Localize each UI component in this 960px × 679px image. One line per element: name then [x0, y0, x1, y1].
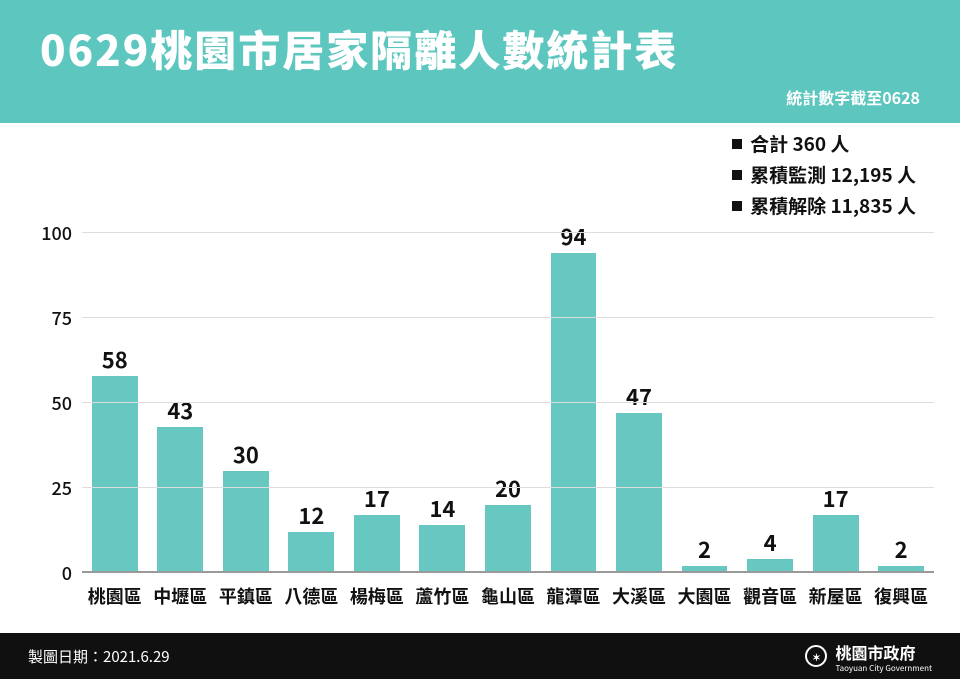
plot: 58桃園區43中壢區30平鎮區12八德區17楊梅區14蘆竹區20龜山區94龍潭區… — [82, 182, 934, 573]
grid-line — [82, 402, 934, 403]
bar-value-label: 94 — [561, 220, 587, 252]
bar-value-label: 30 — [233, 438, 259, 470]
bar-value-label: 4 — [764, 526, 777, 558]
bar-value-label: 58 — [102, 343, 128, 375]
x-category-label: 蘆竹區 — [415, 583, 469, 609]
x-category-label: 楊梅區 — [350, 583, 404, 609]
header: 0629桃園市居家隔離人數統計表 統計數字截至0628 — [0, 0, 960, 123]
bar — [419, 525, 465, 573]
x-axis-line — [82, 571, 934, 573]
bar-value-label: 43 — [167, 394, 193, 426]
x-category-label: 龍潭區 — [546, 583, 600, 609]
x-category-label: 大溪區 — [612, 583, 666, 609]
x-category-label: 桃園區 — [88, 583, 142, 609]
bar-value-label: 47 — [626, 380, 652, 412]
bar — [616, 413, 662, 573]
bar-value-label: 2 — [698, 533, 711, 565]
grid-line — [82, 232, 934, 233]
y-tick-label: 0 — [62, 560, 82, 586]
footer-date: 製圖日期：2021.6.29 — [28, 646, 170, 667]
bar-slot: 30平鎮區 — [213, 182, 279, 573]
bar — [813, 515, 859, 573]
bar-slot: 12八德區 — [279, 182, 345, 573]
y-tick-label: 25 — [51, 475, 82, 501]
bar — [485, 505, 531, 573]
bars-container: 58桃園區43中壢區30平鎮區12八德區17楊梅區14蘆竹區20龜山區94龍潭區… — [82, 182, 934, 573]
bar-slot: 17楊梅區 — [344, 182, 410, 573]
bar — [354, 515, 400, 573]
bar-slot: 94龍潭區 — [541, 182, 607, 573]
bar — [157, 427, 203, 573]
y-tick-label: 50 — [51, 390, 82, 416]
bar-value-label: 20 — [495, 472, 521, 504]
x-category-label: 大園區 — [678, 583, 732, 609]
grid-line — [82, 317, 934, 318]
x-category-label: 平鎮區 — [219, 583, 273, 609]
bar-slot: 43中壢區 — [148, 182, 214, 573]
y-tick-label: 100 — [41, 220, 82, 246]
x-category-label: 八德區 — [284, 583, 338, 609]
legend-label: 合計 360 人 — [750, 130, 849, 157]
page-title: 0629桃園市居家隔離人數統計表 — [40, 18, 920, 79]
bar — [551, 253, 597, 573]
org-name: 桃園市政府 — [835, 640, 915, 664]
org-logo: ✶ 桃園市政府 Taoyuan City Government — [805, 640, 932, 673]
x-category-label: 觀音區 — [743, 583, 797, 609]
bar-slot: 58桃園區 — [82, 182, 148, 573]
bar-value-label: 12 — [298, 499, 324, 531]
legend-item: 合計 360 人 — [732, 130, 916, 157]
org-sub: Taoyuan City Government — [835, 665, 932, 673]
bar — [288, 532, 334, 573]
bar-slot: 17新屋區 — [803, 182, 869, 573]
bar-value-label: 14 — [429, 492, 455, 524]
bar-slot: 14蘆竹區 — [410, 182, 476, 573]
x-category-label: 龜山區 — [481, 583, 535, 609]
bar-slot: 2復興區 — [868, 182, 934, 573]
bar-slot: 20龜山區 — [475, 182, 541, 573]
bar-value-label: 2 — [895, 533, 908, 565]
chart-area: 合計 360 人累積監測 12,195 人累積解除 11,835 人 58桃園區… — [26, 130, 950, 615]
bar — [92, 376, 138, 573]
x-category-label: 新屋區 — [809, 583, 863, 609]
grid-line — [82, 487, 934, 488]
legend-bullet-icon — [732, 139, 742, 149]
bar-slot: 4觀音區 — [737, 182, 803, 573]
bar-slot: 2大園區 — [672, 182, 738, 573]
y-tick-label: 75 — [51, 305, 82, 331]
footer: 製圖日期：2021.6.29 ✶ 桃園市政府 Taoyuan City Gove… — [0, 633, 960, 679]
header-subtitle: 統計數字截至0628 — [40, 85, 920, 109]
bar-slot: 47大溪區 — [606, 182, 672, 573]
x-category-label: 復興區 — [874, 583, 928, 609]
legend-bullet-icon — [732, 170, 742, 180]
x-category-label: 中壢區 — [153, 583, 207, 609]
seal-icon: ✶ — [805, 645, 827, 667]
